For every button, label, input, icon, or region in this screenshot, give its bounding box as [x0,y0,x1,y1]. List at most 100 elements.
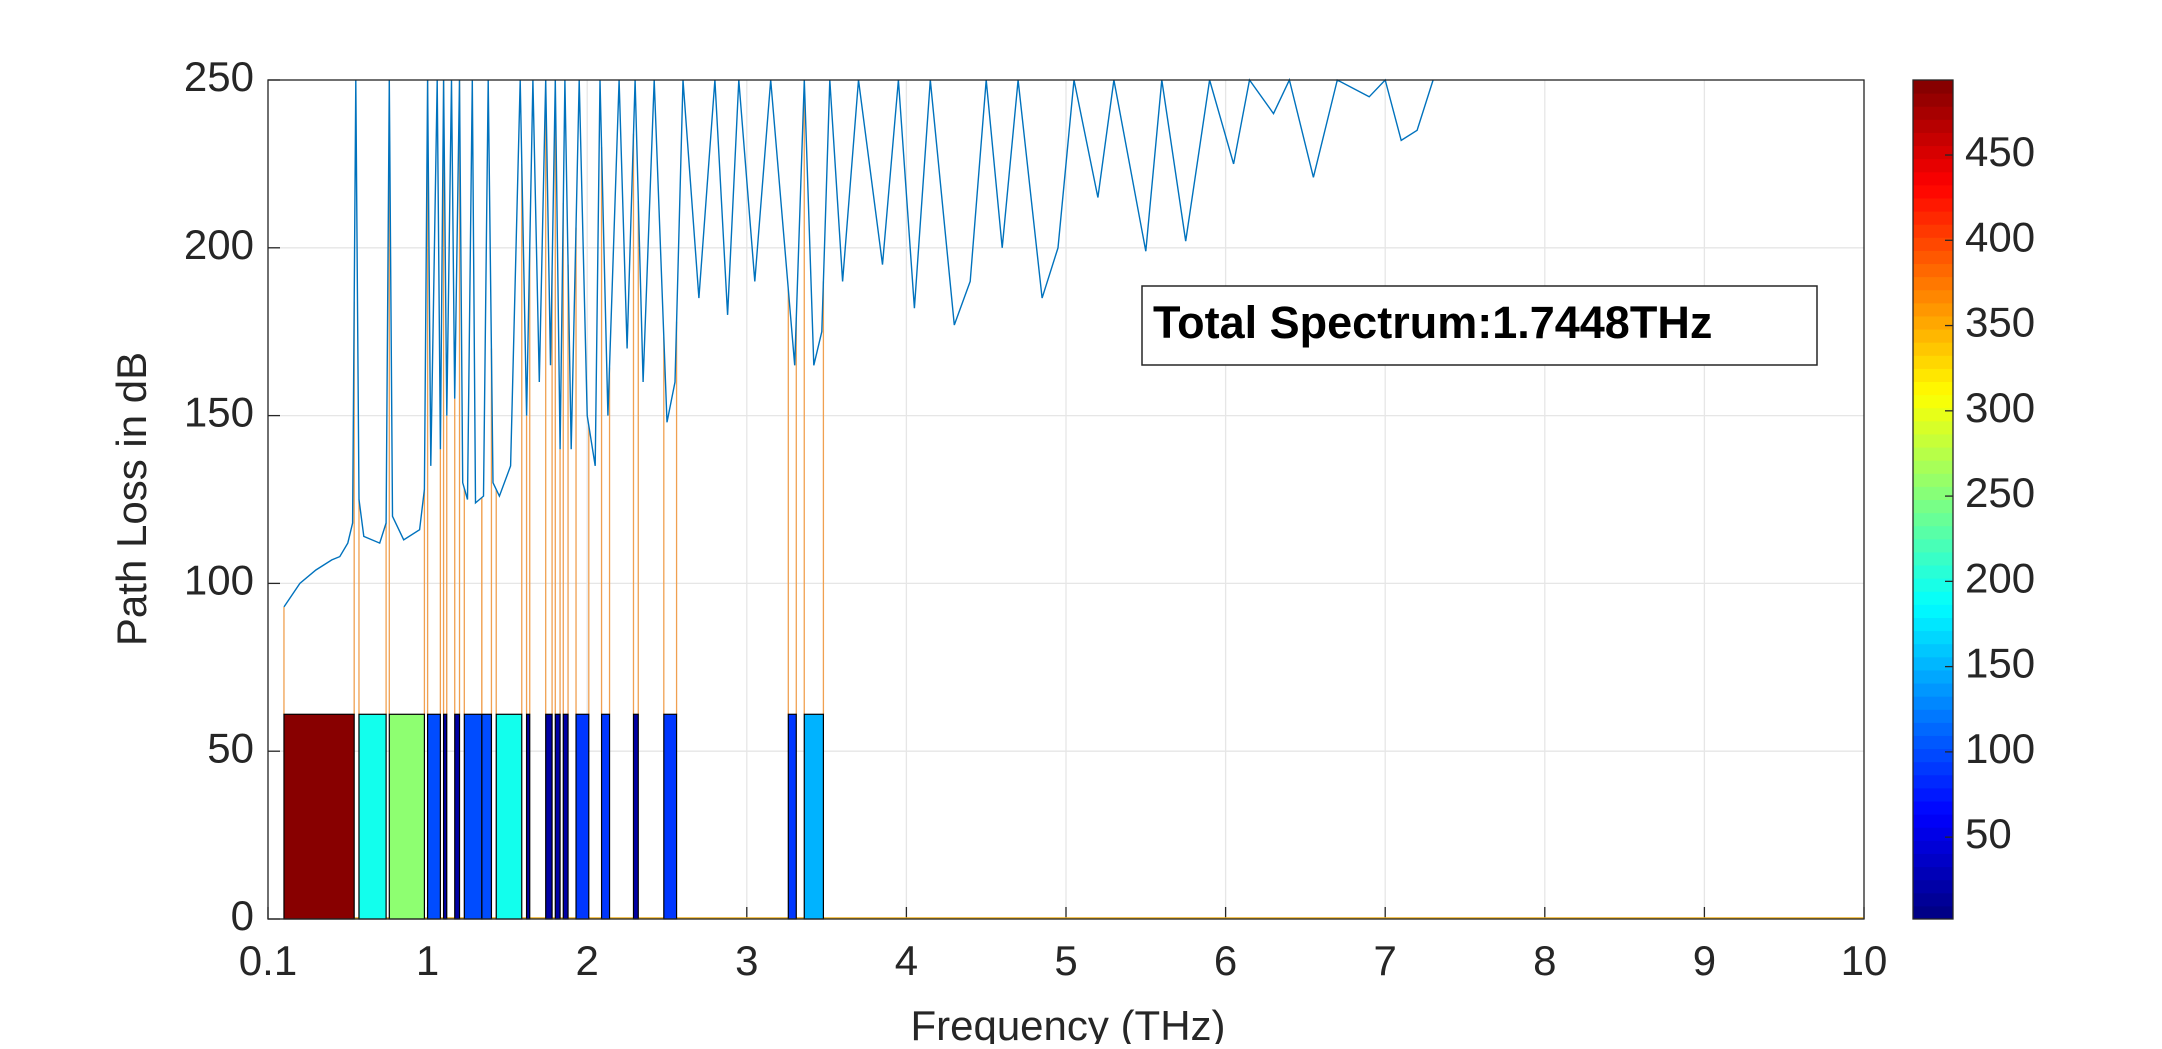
window-bar [525,713,531,920]
colorbar-cell [1913,643,1953,658]
colorbar-cell [1913,722,1953,736]
colorbar-box [1912,79,1954,920]
colorbar-cell [1913,473,1953,487]
window-bar [283,713,355,920]
window-bar [358,713,387,920]
colorbar-cell [1913,735,1953,750]
colorbar-cell [1913,538,1953,553]
x-tick-label: 1 [416,937,439,984]
colorbar-cell [1913,145,1953,160]
colorbar-cell [1913,289,1953,304]
window-bar [632,713,639,920]
colorbar-cell [1913,342,1953,356]
colorbar-cell [1913,696,1953,710]
colorbar-cell [1913,381,1953,396]
colorbar-cell [1913,433,1953,448]
window-bar [787,713,797,920]
colorbar-cell [1913,93,1953,107]
colorbar-cell [1913,132,1953,147]
x-tick-label: 5 [1054,937,1077,984]
colorbar-cell [1913,565,1953,579]
colorbar-cell [1913,486,1953,500]
colorbar-cell [1913,263,1953,278]
colorbar-cell [1913,905,1953,920]
window-bar [803,713,825,920]
x-tick-label: 10 [1841,937,1888,984]
annotation: Total Spectrum:1.7448THz [1153,297,1712,348]
colorbar-cell [1913,106,1953,120]
colorbar-cell [1913,709,1953,723]
colorbar-tick-label: 150 [1965,640,2035,687]
colorbar-cell [1913,761,1953,776]
x-tick-label: 6 [1214,937,1237,984]
y-tick-label: 100 [184,556,254,603]
colorbar-cell [1913,630,1953,645]
window-bar [554,713,561,920]
colorbar-cell [1913,329,1953,343]
colorbar-cell [1913,827,1953,841]
window-bar [388,713,426,920]
colorbar-tick-label: 350 [1965,299,2035,346]
window-bar [442,713,448,920]
colorbar-cell [1913,119,1953,133]
colorbar-cell [1913,787,1953,802]
colorbar-cell [1913,525,1953,540]
window-bar [454,713,461,920]
colorbar-tick-label: 100 [1965,725,2035,772]
window-bar [663,713,678,920]
colorbar-cell [1913,250,1953,265]
colorbar-cell [1913,302,1953,317]
colorbar-cell [1913,237,1953,251]
colorbar-cell [1913,866,1953,881]
colorbar-cell [1913,276,1953,291]
colorbar-cell [1913,512,1953,527]
colorbar-cell [1913,80,1953,94]
colorbar-cell [1913,669,1953,684]
colorbar-cell [1913,460,1953,474]
window-bar [427,713,441,920]
y-tick-label: 250 [184,53,254,100]
axes-box [267,79,1865,920]
colorbar-cell [1913,814,1953,828]
y-tick-label: 200 [184,221,254,268]
colorbar-tick-label: 300 [1965,384,2035,431]
x-tick-label: 0.1 [239,937,297,984]
colorbar-cell [1913,801,1953,815]
x-tick-label: 2 [576,937,599,984]
colorbar-cell [1913,315,1953,330]
colorbar-cell [1913,407,1953,422]
window-bar [495,713,523,920]
colorbar-cell [1913,171,1953,186]
colorbar-cell [1913,683,1953,697]
colorbar-cell [1913,551,1953,566]
window-bar [463,713,483,920]
window-bar [575,713,590,920]
window-bar [600,713,611,920]
colorbar-cell [1913,394,1953,409]
colorbar-cell [1913,224,1953,238]
colorbar-cell [1913,853,1953,868]
x-tick-label: 9 [1693,937,1716,984]
colorbar-cell [1913,368,1953,383]
x-tick-label: 7 [1374,937,1397,984]
colorbar-cell [1913,617,1953,632]
colorbar-cell [1913,604,1953,618]
colorbar-cell [1913,892,1953,907]
colorbar-cell [1913,591,1953,605]
y-tick-label: 50 [207,724,254,771]
colorbar-cell [1913,184,1953,199]
colorbar-cell [1913,447,1953,461]
x-tick-label: 8 [1533,937,1556,984]
colorbar-cell [1913,748,1953,763]
colorbar-tick-label: 50 [1965,810,2012,857]
colorbar-cell [1913,879,1953,894]
y-tick-label: 150 [184,389,254,436]
colorbar-tick-label: 250 [1965,469,2035,516]
colorbar-tick-label: 450 [1965,128,2035,175]
colorbar-cell [1913,774,1953,789]
colorbar-tick-label: 400 [1965,213,2035,260]
colorbar-cell [1913,197,1953,212]
y-axis-label: Path Loss in dB [108,352,155,646]
window-bar [545,713,553,920]
